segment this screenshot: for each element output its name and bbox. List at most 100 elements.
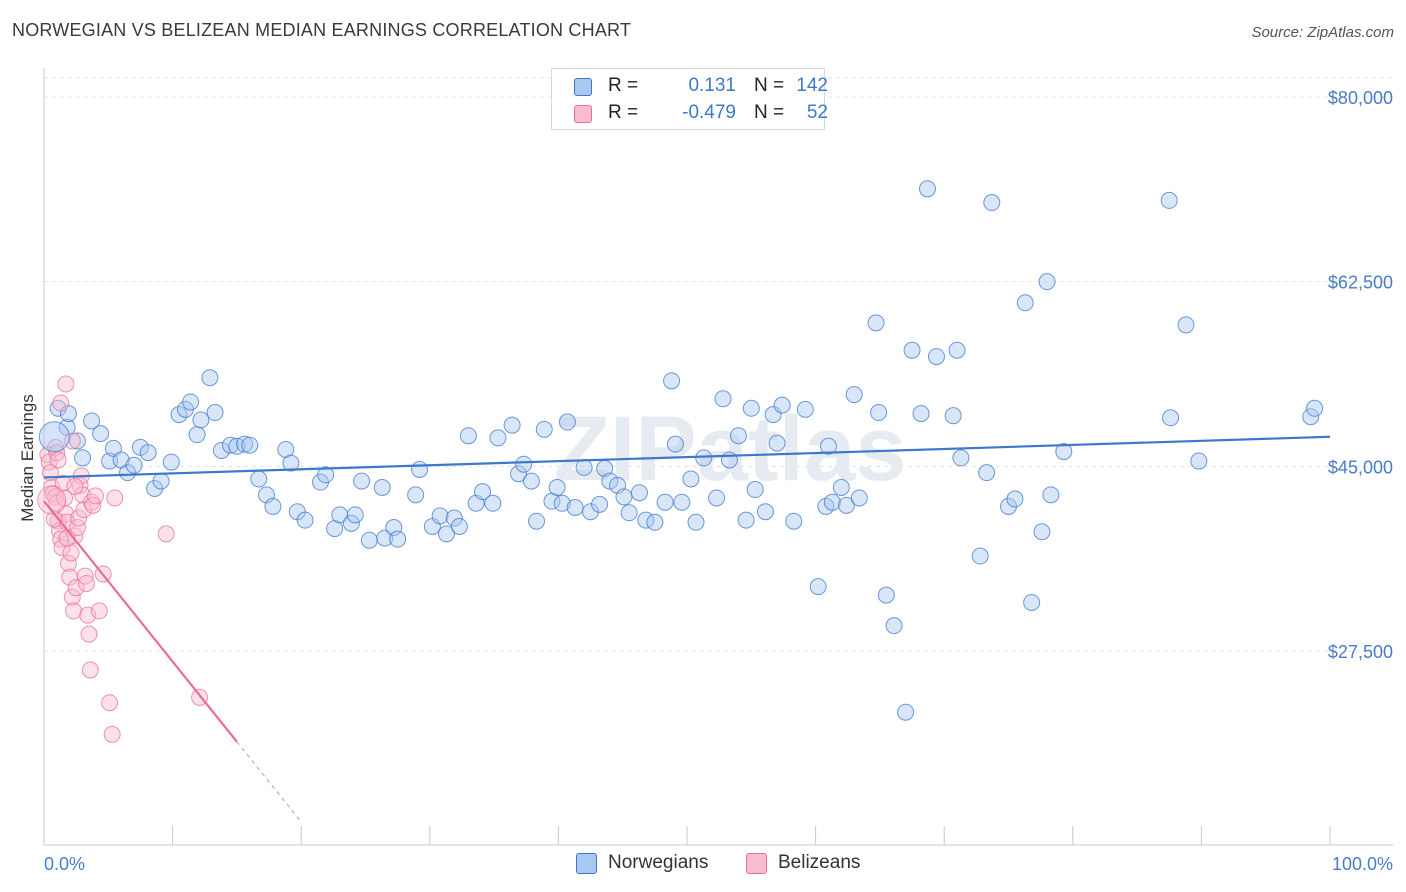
belizean-point [59,554,77,572]
norwegian-point [474,483,492,501]
norwegian-point [903,341,921,359]
norwegian-point [1162,409,1180,427]
belizean-trend-line [43,500,238,743]
belizean-point-cluster [37,485,67,515]
norwegian-point [566,498,584,516]
norwegian-point [823,493,841,511]
norwegian-point [837,496,855,514]
belizean-point [81,661,99,679]
belizean-point [106,489,124,507]
belizean-point [63,588,81,606]
norwegian-point [742,399,760,417]
x-tick-label-max: 100.0% [1332,854,1393,874]
norwegian-point [553,494,571,512]
swatch-belizeans [574,105,592,123]
norwegian-point [515,455,533,473]
norwegian-point [1302,408,1320,426]
y-axis-title: Median Earnings [18,394,37,522]
norwegian-point [615,488,633,506]
norwegian-point [695,449,713,467]
y-tick-label: $27,500 [1328,642,1393,662]
norwegian-point [1042,486,1060,504]
norwegian-point [944,407,962,425]
norwegian-point [845,386,863,404]
chart-title: NORWEGIAN VS BELIZEAN MEDIAN EARNINGS CO… [12,20,632,40]
norwegian-point [360,531,378,549]
norwegian-point [317,466,335,484]
belizean-point [70,509,88,527]
norwegian-point [720,451,738,469]
norwegian-point [796,400,814,418]
norwegian-point [1023,593,1041,611]
source-credit: Source: ZipAtlas.com [1251,24,1394,41]
norwegian-point [870,404,888,422]
norwegian-point [212,442,230,460]
y-tick-label: $45,000 [1328,457,1393,477]
norwegian-point-cluster [38,421,70,453]
norwegian-point [1006,490,1024,508]
norwegian-point [296,511,314,529]
belizean-point [65,602,83,620]
belizean-point [86,487,104,505]
legend-swatch-norwegians [576,853,597,874]
norwegian-point [948,341,966,359]
norwegian-point [729,427,747,445]
norwegian-point [971,547,989,565]
norwegian-point [673,493,691,511]
norwegian-point [737,511,755,529]
norwegian-point [445,509,463,527]
norwegian-point [74,449,92,467]
norwegian-point [952,449,970,467]
y-tick-label: $62,500 [1328,273,1393,293]
x-tick-labels: 0.0% 100.0% [44,854,1393,874]
belizean-point [45,510,63,528]
norwegian-point [819,437,837,455]
norwegian-point [431,507,449,525]
norwegian-point [620,504,638,522]
norwegian-point [162,453,180,471]
stats-legend: R = 0.131 N = 142 R = -0.479 N = 52 [551,68,828,130]
swatch-norwegians [574,78,592,96]
legend-swatch-belizeans [746,853,767,874]
norwegian-point [484,494,502,512]
norwegian-point [510,465,528,483]
belizean-point [49,451,67,469]
r-label: R = [608,75,639,96]
belizean-point [57,375,75,393]
norwegian-point [535,420,553,438]
norwegian-point [548,478,566,496]
norwegian-point [346,506,364,524]
norwegian-point [687,513,705,531]
belizean-point [62,544,80,562]
norwegian-point [68,432,86,450]
norwegian-point [331,506,349,524]
norwegian-point [1160,191,1178,209]
n-label: N = [754,75,785,96]
norwegian-point [666,435,684,453]
belizean-point [61,568,79,586]
points-layer [37,180,1324,743]
r-value: -0.479 [682,102,736,123]
norwegian-point [1177,316,1195,334]
norwegian-point [236,435,254,453]
norwegian-point [489,429,507,447]
belizean-trend-extension [236,741,302,823]
y-tick-label: $80,000 [1328,88,1393,108]
r-value: 0.131 [688,75,736,96]
norwegian-point [591,495,609,513]
norwegian-point [850,489,868,507]
norwegian-point [912,405,930,423]
norwegian-point [983,194,1001,212]
norwegian-point [832,478,850,496]
n-label: N = [754,102,785,123]
norwegian-point [897,703,915,721]
norwegian-point [139,444,157,462]
norwegian-point [459,427,477,445]
n-value: 52 [806,102,828,123]
norwegian-point [1306,399,1324,417]
norwegian-point [92,425,110,443]
legend-label-belizeans: Belizeans [778,852,861,873]
belizean-point [67,579,85,597]
norwegian-point [1190,452,1208,470]
norwegian-point [708,489,726,507]
